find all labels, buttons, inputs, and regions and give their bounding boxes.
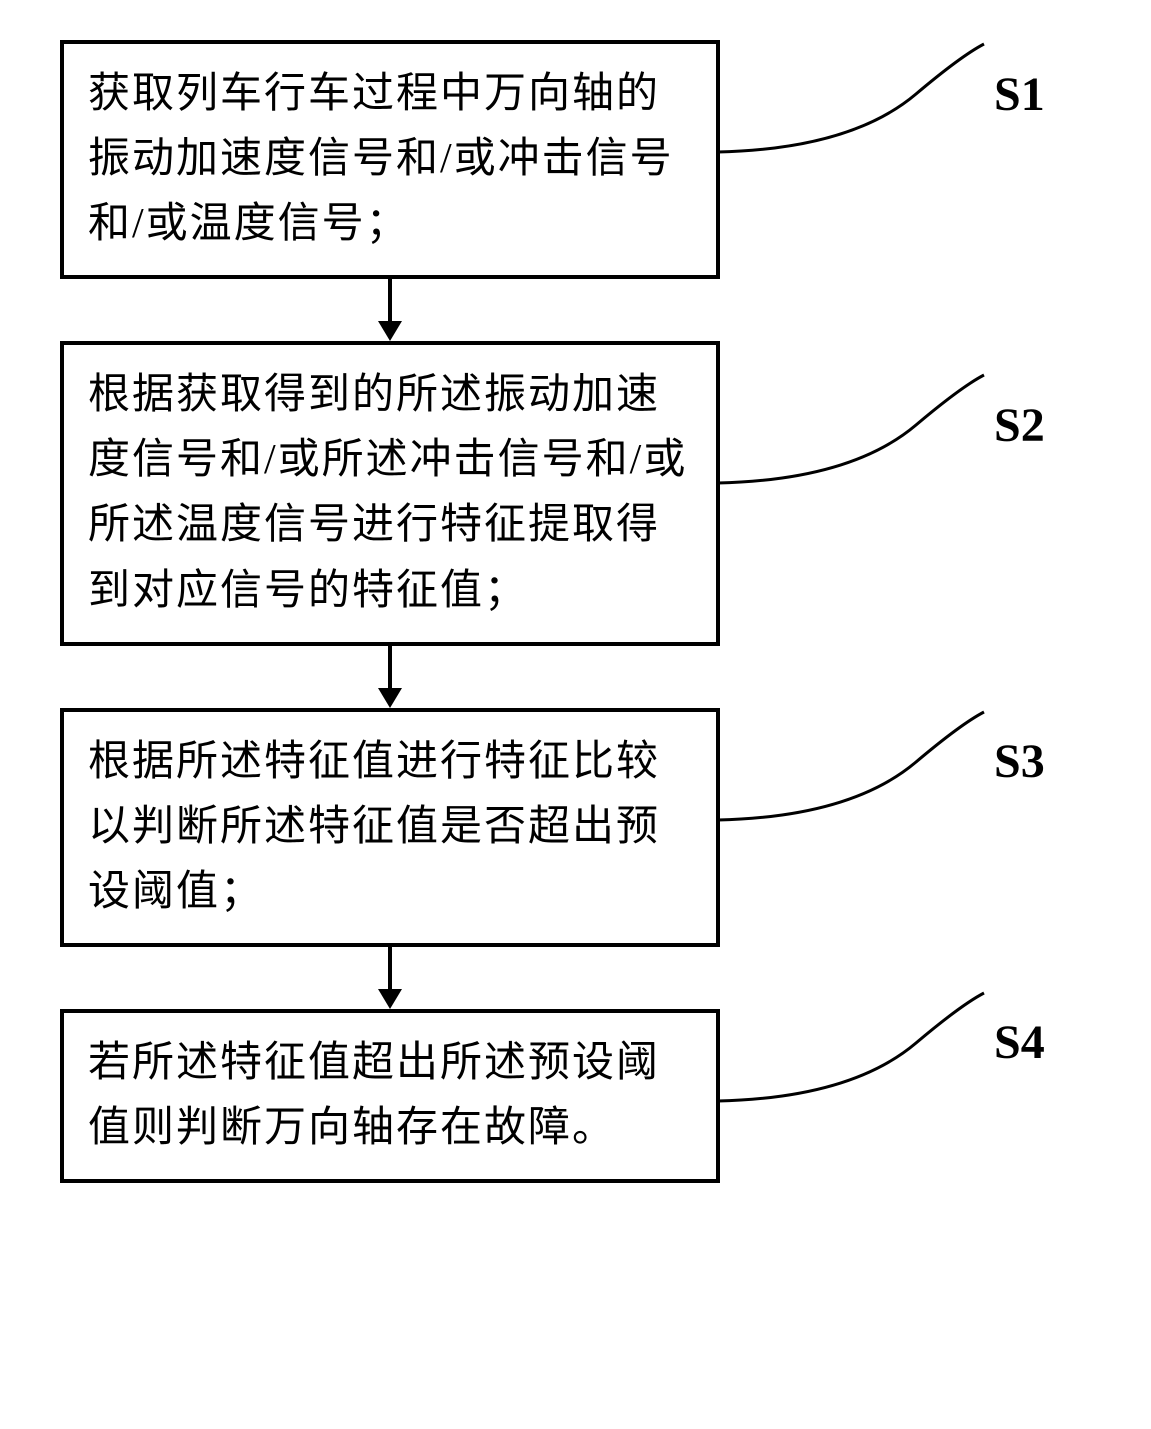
arrow-wrap (60, 947, 720, 1009)
step-label: S4 (994, 1015, 1045, 1070)
step-label-wrap: S4 (716, 983, 1086, 1103)
step-label-wrap: S2 (716, 365, 1086, 485)
step-text: 获取列车行车过程中万向轴的振动加速度信号和/或冲击信号和/或温度信号； (88, 62, 692, 257)
arrow-down-icon (370, 646, 410, 708)
flowchart-step-s2: 根据获取得到的所述振动加速度信号和/或所述冲击信号和/或所述温度信号进行特征提取… (60, 341, 720, 645)
label-connector-icon (716, 983, 986, 1103)
step-text: 根据获取得到的所述振动加速度信号和/或所述冲击信号和/或所述温度信号进行特征提取… (88, 363, 692, 623)
arrow-down-icon (370, 279, 410, 341)
step-label: S1 (994, 67, 1045, 122)
arrow-wrap (60, 279, 720, 341)
step-label: S3 (994, 734, 1045, 789)
step-text: 若所述特征值超出所述预设阈值则判断万向轴存在故障。 (88, 1031, 692, 1161)
step-text: 根据所述特征值进行特征比较以判断所述特征值是否超出预设阈值； (88, 730, 692, 925)
flowchart-step-s1: 获取列车行车过程中万向轴的振动加速度信号和/或冲击信号和/或温度信号； S1 (60, 40, 720, 279)
step-label-wrap: S1 (716, 34, 1086, 154)
flowchart-container: 获取列车行车过程中万向轴的振动加速度信号和/或冲击信号和/或温度信号； S1 根… (60, 40, 1090, 1183)
flowchart-step-s3: 根据所述特征值进行特征比较以判断所述特征值是否超出预设阈值； S3 (60, 708, 720, 947)
flowchart-step-s4: 若所述特征值超出所述预设阈值则判断万向轴存在故障。 S4 (60, 1009, 720, 1183)
arrow-down-icon (370, 947, 410, 1009)
step-label: S2 (994, 398, 1045, 453)
label-connector-icon (716, 365, 986, 485)
label-connector-icon (716, 702, 986, 822)
step-label-wrap: S3 (716, 702, 1086, 822)
arrow-wrap (60, 646, 720, 708)
label-connector-icon (716, 34, 986, 154)
